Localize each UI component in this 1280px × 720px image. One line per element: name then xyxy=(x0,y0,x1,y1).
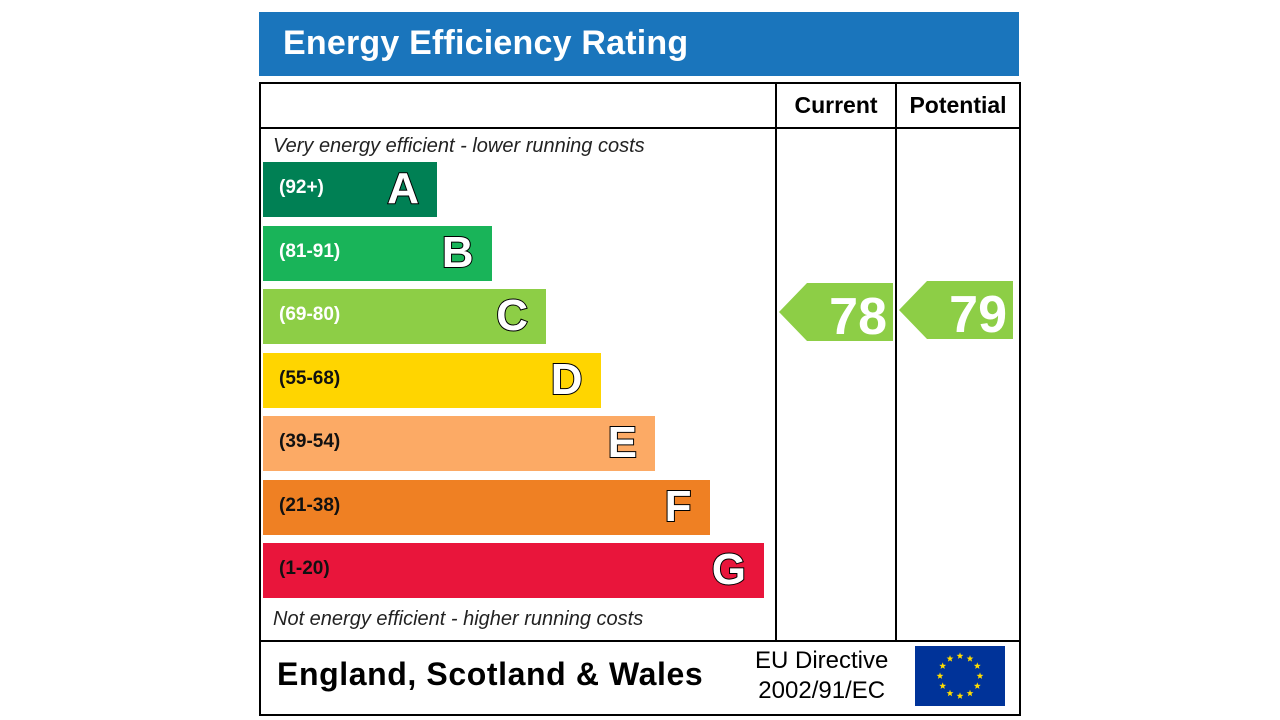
band-letter: G xyxy=(711,544,747,595)
potential-rating-arrow: 79 xyxy=(899,280,1013,344)
eu-directive-line2: 2002/91/EC xyxy=(758,677,886,704)
eu-star-icon xyxy=(936,672,944,679)
eu-flag-icon xyxy=(915,646,1005,706)
region-label: England, Scotland & Wales xyxy=(277,656,704,692)
eu-star-icon xyxy=(956,652,964,659)
eu-star-icon xyxy=(946,655,954,662)
band-range-label: (55-68) xyxy=(279,367,341,389)
current-column-divider xyxy=(775,84,777,642)
band-d: (55-68) D xyxy=(263,352,601,408)
potential-column-divider xyxy=(895,84,897,642)
band-letter: C xyxy=(495,290,529,341)
band-e: (39-54) E xyxy=(263,416,655,471)
eu-star-icon xyxy=(966,689,974,697)
title-bar: Energy Efficiency Rating xyxy=(259,12,1019,76)
eu-star-icon xyxy=(939,682,947,689)
current-rating-value: 78 xyxy=(829,287,887,346)
current-rating-arrow: 78 xyxy=(779,282,893,346)
band-range-label: (39-54) xyxy=(279,431,341,452)
top-note: Very energy efficient - lower running co… xyxy=(273,135,645,157)
footer-divider xyxy=(261,640,1019,642)
eu-stars-icon xyxy=(936,652,984,699)
band-range-label: (92+) xyxy=(279,177,324,198)
band-letter: B xyxy=(441,227,475,278)
band-range-label: (21-38) xyxy=(279,494,341,516)
potential-arrow-shape xyxy=(899,280,1013,339)
band-letter: E xyxy=(607,417,638,468)
eu-directive-line1: EU Directive xyxy=(755,647,889,674)
eu-star-icon xyxy=(973,682,981,689)
band-c: (69-80) C xyxy=(263,289,546,344)
eu-star-icon xyxy=(973,662,981,669)
band-a: (92+) A xyxy=(263,162,437,217)
potential-rating-value: 79 xyxy=(949,285,1007,344)
eu-star-icon xyxy=(939,662,947,669)
band-letter: D xyxy=(550,354,584,405)
eu-star-icon xyxy=(946,689,954,697)
eu-star-icon xyxy=(956,692,964,699)
band-b: (81-91) B xyxy=(263,225,492,281)
eu-directive: EU Directive 2002/91/EC xyxy=(755,646,888,706)
current-arrow-shape xyxy=(779,282,893,341)
band-g: (1-20) G xyxy=(263,543,764,598)
current-column-header: Current xyxy=(794,92,878,118)
potential-column-header: Potential xyxy=(909,92,1007,118)
band-range-label: (69-80) xyxy=(279,304,341,325)
eu-star-icon xyxy=(966,655,974,662)
band-letter: F xyxy=(664,481,693,532)
chart-title: Energy Efficiency Rating xyxy=(283,24,689,62)
band-range-label: (1-20) xyxy=(279,558,330,579)
band-letter: A xyxy=(386,163,420,214)
bottom-note: Not energy efficient - higher running co… xyxy=(273,608,644,630)
band-range-label: (81-91) xyxy=(279,240,341,262)
band-f: (21-38) F xyxy=(263,479,710,535)
rating-table: Current Potential Very energy efficient … xyxy=(259,82,1021,716)
header-divider xyxy=(261,127,1019,129)
eu-star-icon xyxy=(976,672,984,679)
